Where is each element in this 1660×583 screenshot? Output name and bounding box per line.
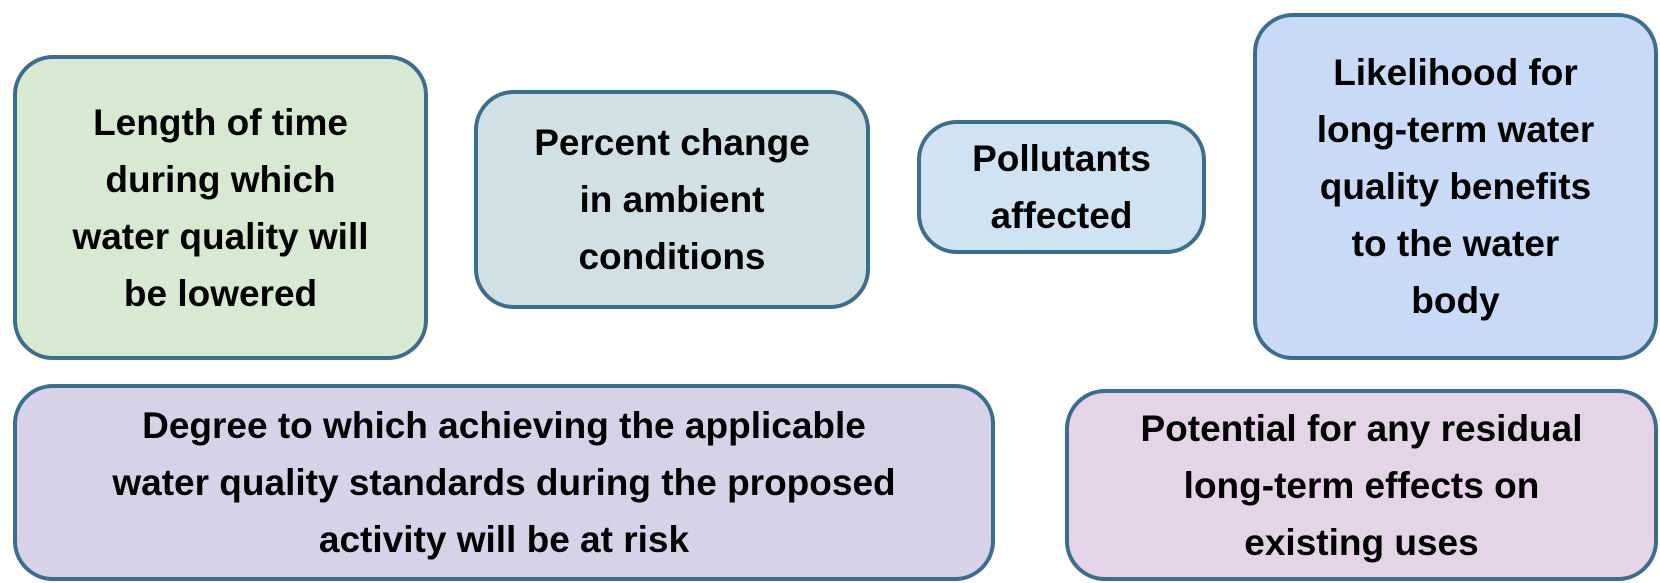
node-label: quality benefits (1319, 166, 1592, 207)
node-box: Percent change in ambient conditions (474, 90, 870, 309)
node-label: in ambient (579, 179, 765, 220)
node-box: Likelihood for long-term water quality ben… (1253, 13, 1658, 360)
node-box: Pollutants affected (917, 120, 1206, 254)
node-label: affected (990, 195, 1133, 236)
node-label: to the water (1351, 223, 1560, 264)
node-box: Length of time during which water quality … (13, 55, 428, 360)
node-label: long-term water (1316, 109, 1595, 150)
node-label: Potential for any residual (1140, 407, 1583, 449)
node-label: water quality will (72, 215, 369, 257)
node-label: activity will be at risk (318, 519, 690, 560)
node-label: Percent change (534, 122, 810, 163)
node-label: body (1411, 280, 1500, 321)
node-label: long-term effects on (1183, 464, 1540, 506)
node-label: Degree to which achieving the applicable (142, 405, 866, 446)
node-label: water quality standards during the propo… (112, 462, 896, 503)
node-label: Likelihood for (1333, 52, 1578, 93)
node-box: Potential for any residual long-term effe… (1065, 389, 1658, 581)
node-label: Length of time (93, 101, 348, 143)
node-label: conditions (578, 236, 766, 277)
node-label: during which (105, 158, 336, 200)
node-label: existing uses (1244, 521, 1479, 563)
node-label: Pollutants (972, 138, 1151, 179)
node-box: Degree to which achieving the applicable… (13, 384, 995, 581)
node-label: be lowered (123, 272, 318, 314)
